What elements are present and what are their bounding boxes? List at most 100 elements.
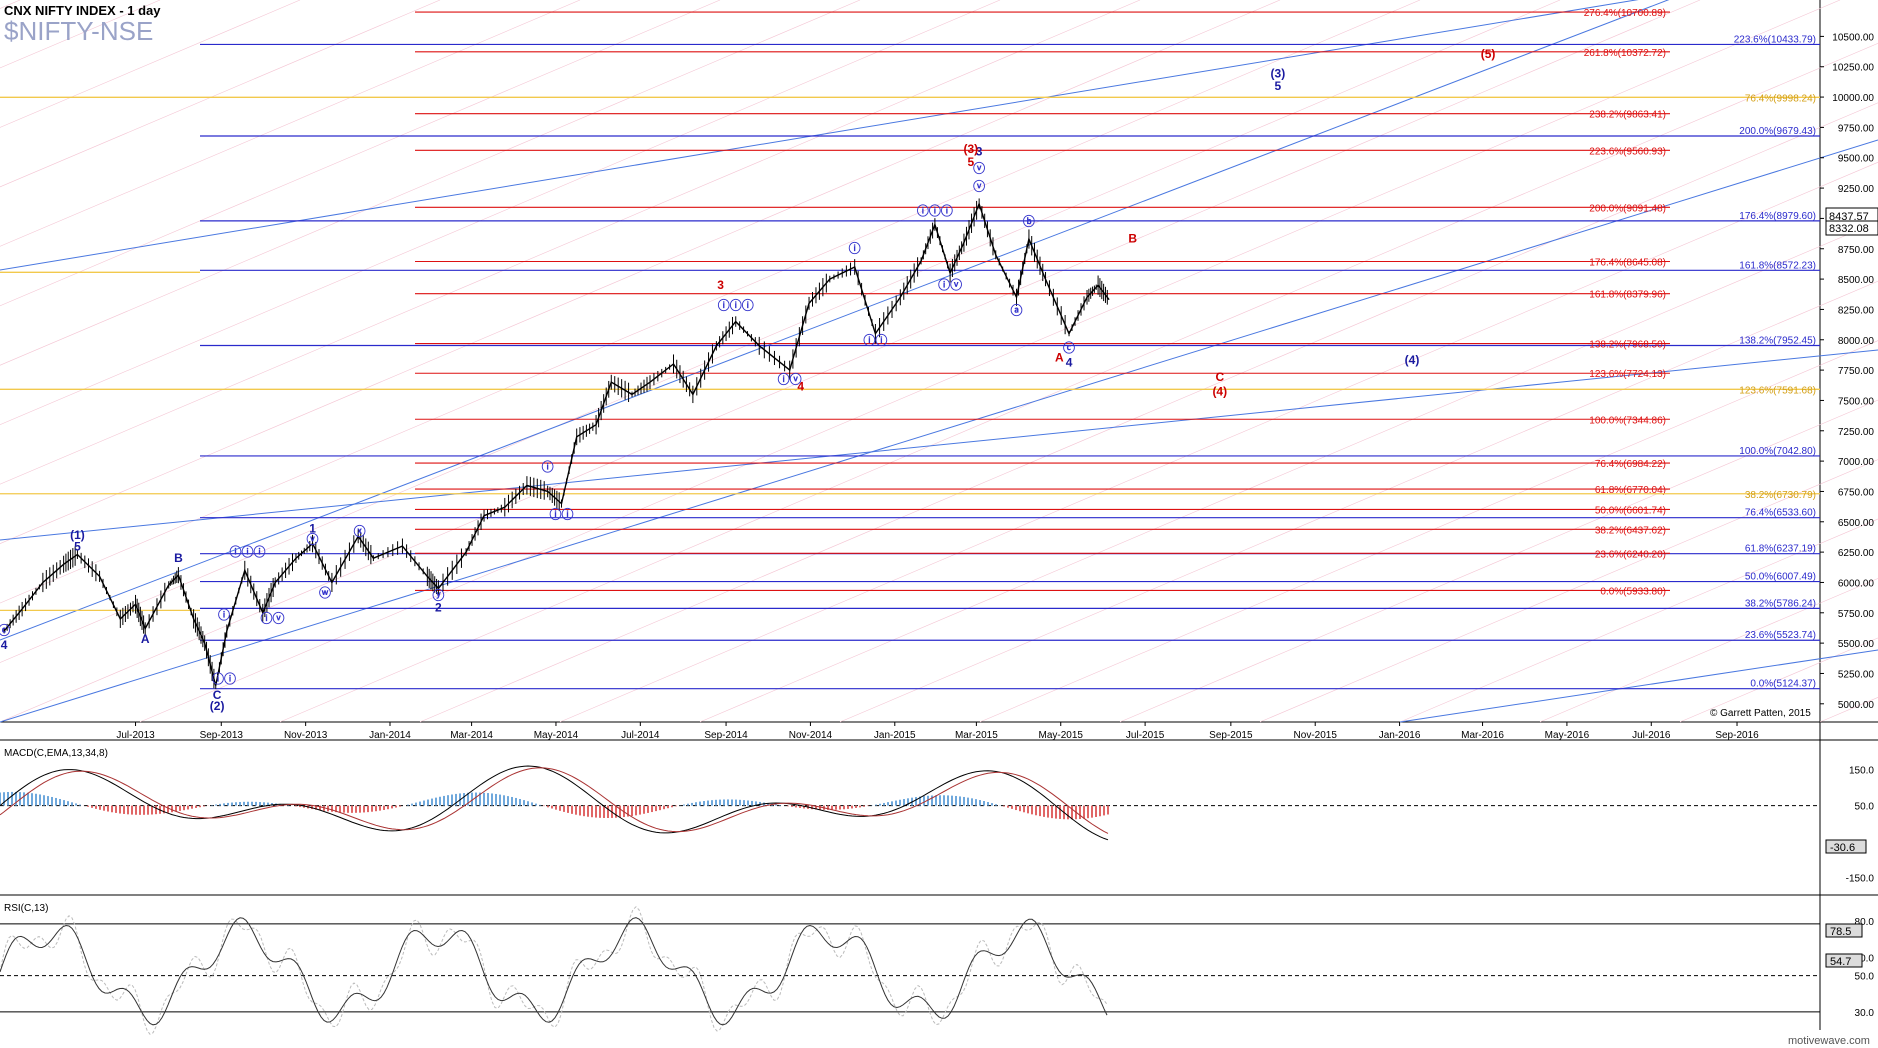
time-tick-label: Mar-2015 [955, 730, 998, 741]
time-tick-label: Nov-2015 [1294, 730, 1338, 741]
rsi-line [0, 917, 1108, 1026]
fan-line [139, 0, 1841, 723]
rsi-overbought-value: 78.5 [1830, 926, 1851, 938]
fan-line [0, 0, 1561, 663]
price-tick-label: 10500.00 [1832, 32, 1874, 43]
fib-blue-label: 38.2%(5786.24) [1745, 598, 1816, 609]
price-tick-label: 5250.00 [1838, 669, 1875, 680]
wave-label: (3) [964, 142, 979, 156]
wave-label: (1) [70, 528, 85, 542]
fan-line [0, 0, 721, 307]
time-tick-label: Jul-2016 [1632, 730, 1671, 741]
price-tick-label: 6500.00 [1838, 518, 1875, 529]
time-tick-label: Mar-2016 [1461, 730, 1504, 741]
wave-label: ⓘⓘ [863, 333, 887, 348]
time-tick-label: Jul-2015 [1126, 730, 1165, 741]
fan-line [0, 0, 301, 128]
fib-blue-label: 176.4%(8979.60) [1739, 211, 1816, 222]
wave-label: ⓥ [973, 160, 985, 175]
fan-line [0, 0, 1141, 485]
fib-blue-label: 100.0%(7042.80) [1739, 446, 1816, 457]
fan-line [0, 0, 1001, 426]
fib-red-label: 23.6%(6240.20) [1595, 549, 1666, 560]
fib-yellow-label: 38.2%(6730.79) [1745, 490, 1816, 501]
wave-label: 4 [797, 380, 804, 394]
rsi-band [0, 906, 1108, 1035]
wave-label: ⓑ [1023, 214, 1035, 229]
time-axis: Jul-2013 Sep-2013 Nov-2013 Jan-2014 Mar-2014… [116, 722, 1759, 741]
fib-blue-label: 223.6%(10433.79) [1734, 34, 1816, 45]
time-tick-label: Jan-2016 [1379, 730, 1421, 741]
time-tick-label: May-2014 [534, 730, 579, 741]
macd-tick-label: 150.0 [1849, 766, 1874, 777]
macd-tick-label: 50.0 [1855, 802, 1875, 813]
wave-label: ⓥ [973, 179, 985, 194]
price-tick-label: 7250.00 [1838, 427, 1875, 438]
time-tick-label: Jan-2014 [369, 730, 411, 741]
fib-red-label: 161.8%(8379.96) [1589, 290, 1666, 301]
fan-line [979, 340, 1878, 723]
rsi-current-value: 54.7 [1830, 956, 1851, 968]
copyright-note: © Garrett Patten, 2015 [1710, 708, 1811, 719]
wave-label: ⓘⓥ [778, 371, 802, 386]
fib-red-label: 50.0%(6601.74) [1595, 505, 1666, 516]
fan-line [0, 0, 581, 247]
rsi-overbought-box [1825, 923, 1863, 938]
rsi-tick-label: 30.0 [1855, 1008, 1875, 1019]
fan-line [0, 0, 861, 366]
fib-red-label: 223.6%(9560.93) [1589, 146, 1666, 157]
fib-blue-label: 23.6%(5523.74) [1745, 630, 1816, 641]
price-series [3, 198, 1110, 689]
wave-label: ⓘⓘⓘ [230, 544, 266, 559]
price-tick-label: 10000.00 [1832, 93, 1874, 104]
fib-red-label: 38.2%(6437.62) [1595, 525, 1666, 536]
time-tick-label: Sep-2016 [1715, 730, 1759, 741]
last-price-label: 8437.57 [1829, 211, 1869, 223]
wave-label: A [141, 632, 150, 646]
macd-line [0, 765, 1109, 841]
rsi-value-box [1825, 953, 1863, 968]
price-tick-label: 9500.00 [1838, 154, 1875, 165]
wave-label: C [1215, 370, 1224, 384]
wave-label: ⓘⓘ [549, 507, 573, 522]
fan-line [839, 280, 1878, 723]
wave-label: ⓘⓘ [212, 671, 236, 686]
time-tick-label: Sep-2015 [1209, 730, 1253, 741]
wave-label: ⓘ [218, 607, 230, 622]
wave-label: ⓒ [1063, 340, 1075, 355]
fib-red-label: 123.6%(7724.13) [1589, 369, 1666, 380]
wave-label: ⓘⓘⓘ [917, 203, 953, 218]
fan-line [0, 0, 1701, 723]
fib-red-label: 0.0%(5933.80) [1600, 586, 1666, 597]
fib-blue-label: 161.8%(8572.23) [1739, 260, 1816, 271]
fan-line [1259, 459, 1878, 723]
chart-title: CNX NIFTY INDEX - 1 day [4, 3, 161, 18]
wave-label: ⓥ [307, 532, 319, 547]
time-tick-label: Jul-2013 [116, 730, 155, 741]
fib-red-label: 238.2%(9863.41) [1589, 110, 1666, 121]
fib-blue-label: 61.8%(6237.19) [1745, 544, 1816, 555]
time-tick-label: Sep-2014 [704, 730, 748, 741]
price-tick-label: 7750.00 [1838, 366, 1875, 377]
fib-red-label: 100.0%(7344.86) [1589, 415, 1666, 426]
symbol-watermark: $NIFTY-NSE [4, 16, 153, 46]
fib-red-label: 61.8%(6770.04) [1595, 485, 1666, 496]
fan-line [1399, 518, 1878, 723]
price-tick-label: 8000.00 [1838, 336, 1875, 347]
wave-label: ⓧ [354, 524, 366, 539]
macd-panel: 150.0 50.0 -150.0 [0, 765, 1875, 885]
time-tick-label: Jan-2015 [874, 730, 916, 741]
price-tick-label: 5000.00 [1838, 700, 1875, 711]
fib-red-label: 276.4%(10700.89) [1584, 8, 1666, 19]
wave-label: (5) [1481, 47, 1496, 61]
rsi-title: RSI(C,13) [4, 903, 48, 914]
wave-label: 5 [1275, 79, 1282, 93]
price-tick-label: 8500.00 [1838, 275, 1875, 286]
fib-red-label: 261.8%(10372.72) [1584, 48, 1666, 59]
fib-red-label: 138.2%(7968.50) [1589, 340, 1666, 351]
wave-label: B [1128, 232, 1137, 246]
wave-label: ⓐ [1010, 302, 1022, 317]
fan-line [279, 42, 1878, 723]
second-price-label: 8332.08 [1829, 223, 1869, 235]
